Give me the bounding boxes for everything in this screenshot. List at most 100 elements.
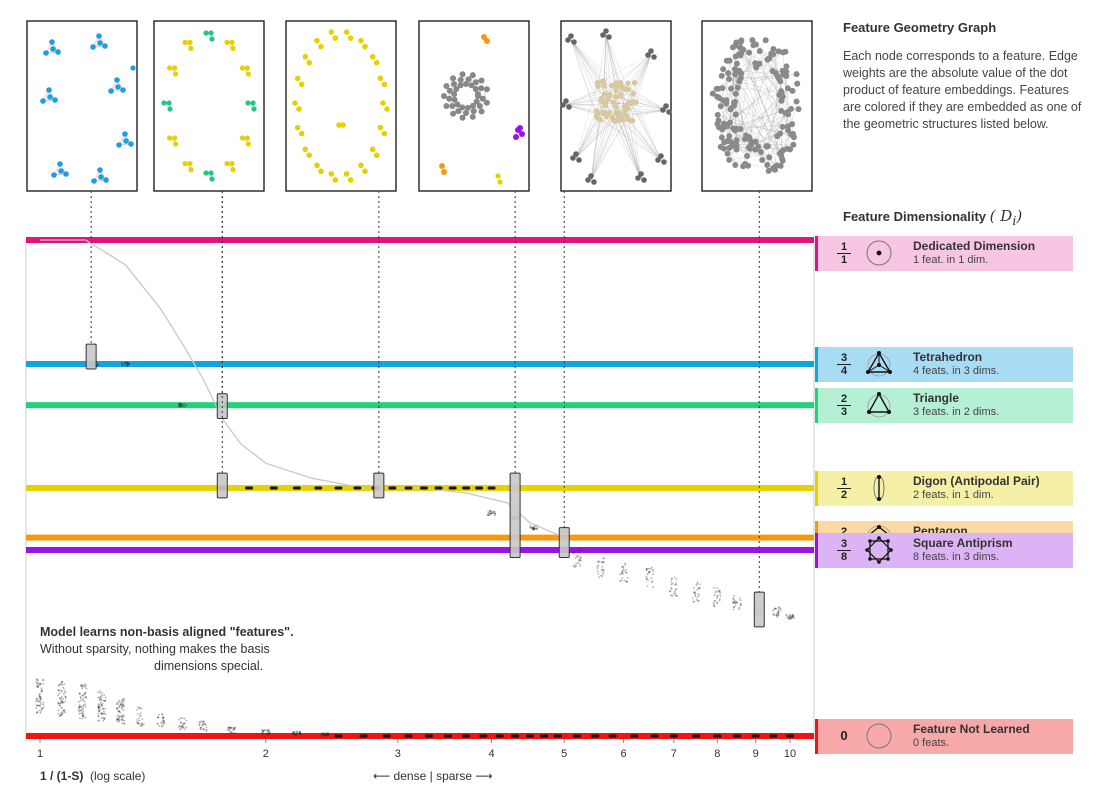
graph-edge xyxy=(600,100,662,161)
scatter-point xyxy=(694,592,696,595)
scatter-point xyxy=(299,731,301,734)
scatter-point xyxy=(785,614,788,617)
graph-edge xyxy=(766,74,784,147)
scatter-cluster-12 xyxy=(320,732,330,737)
dense-sparse-indicator: ⟵ dense | sparse ⟶ xyxy=(373,769,493,783)
scatter-cluster-23 xyxy=(618,562,629,583)
scatter-point xyxy=(648,571,651,573)
scatter-point xyxy=(650,577,653,580)
graph-node xyxy=(463,110,469,116)
scatter-cluster-3 xyxy=(97,690,107,722)
graph-edge xyxy=(575,82,598,159)
graph-node xyxy=(96,33,102,39)
graph-node xyxy=(726,156,733,163)
scatter-point xyxy=(789,617,791,620)
scatter-point xyxy=(122,709,125,712)
scatter-point xyxy=(575,562,578,565)
scatter-point xyxy=(713,587,715,589)
graph-edge xyxy=(729,88,788,148)
graph-node xyxy=(455,108,462,115)
scatter-point xyxy=(777,614,780,616)
scatter-point xyxy=(532,526,535,529)
scatter-point xyxy=(138,707,141,710)
scatter-point xyxy=(57,684,60,687)
graph-edge xyxy=(611,85,642,179)
legend-name: Digon (Antipodal Pair) xyxy=(913,474,1040,488)
graph-node xyxy=(90,44,96,50)
geometry-graph-6 xyxy=(701,20,813,192)
scatter-point xyxy=(139,714,141,717)
scatter-point xyxy=(600,561,603,564)
scatter-point xyxy=(179,404,182,406)
scatter-point xyxy=(233,727,236,729)
scatter-point xyxy=(124,362,127,364)
scatter-point xyxy=(532,527,535,530)
scatter-point xyxy=(40,703,43,705)
scatter-point xyxy=(488,513,491,515)
scatter-cluster-22 xyxy=(596,557,606,579)
scatter-point xyxy=(82,715,85,718)
empty-circle-icon xyxy=(865,722,893,755)
graph-edge xyxy=(755,51,779,150)
floor-mark-10 xyxy=(525,734,534,738)
scatter-point xyxy=(127,364,130,366)
graph-node xyxy=(606,110,612,116)
scatter-cluster-11 xyxy=(292,730,302,736)
scatter-point xyxy=(739,599,742,602)
scatter-point xyxy=(621,569,624,572)
graph-node xyxy=(713,85,720,92)
graph-edge xyxy=(590,94,610,181)
graph-node xyxy=(167,135,173,141)
selection-box-3 xyxy=(373,472,385,499)
graph-node xyxy=(464,104,471,111)
scatter-point xyxy=(100,712,103,715)
scatter-point xyxy=(42,703,45,706)
graph-edge xyxy=(570,39,598,118)
scatter-point xyxy=(261,731,263,734)
legend-fraction-numerator: 3 xyxy=(837,352,851,365)
scatter-point xyxy=(40,707,43,710)
scatter-point xyxy=(84,683,87,685)
scatter-point xyxy=(717,590,719,593)
x-tick-label-6: 6 xyxy=(621,748,627,760)
scatter-point xyxy=(774,608,777,610)
scatter-point xyxy=(97,706,99,709)
graph-node xyxy=(732,140,739,147)
graph-node xyxy=(314,162,320,169)
scatter-point xyxy=(138,717,140,719)
scatter-cluster-28 xyxy=(732,594,742,611)
graph-node xyxy=(381,81,388,88)
graph-node xyxy=(576,157,582,163)
scatter-point xyxy=(82,714,85,717)
scatter-point xyxy=(162,717,165,720)
scatter-point xyxy=(299,730,301,733)
scatter-point xyxy=(121,364,124,366)
scatter-point xyxy=(533,527,536,530)
scatter-point xyxy=(327,732,330,735)
scatter-point xyxy=(38,683,41,686)
dimensionality-symbol-subscript: i xyxy=(1012,213,1017,228)
scatter-point xyxy=(696,581,699,584)
geometry-graph-5 xyxy=(560,20,672,192)
graph-edge xyxy=(570,39,619,113)
scatter-point xyxy=(161,713,164,716)
scatter-point xyxy=(201,724,204,727)
scatter-point xyxy=(691,597,694,600)
scatter-point xyxy=(326,732,329,735)
graph-edge xyxy=(603,34,607,86)
digon-mark-11 xyxy=(434,486,443,490)
graph-edge xyxy=(565,83,617,106)
floor-mark-9 xyxy=(511,734,520,738)
scatter-point xyxy=(156,716,159,718)
scatter-point xyxy=(620,572,623,575)
scatter-point xyxy=(182,727,185,729)
graph-node xyxy=(474,91,481,98)
graph-edge xyxy=(565,103,631,106)
scatter-point xyxy=(78,712,81,715)
graph-node xyxy=(614,109,620,116)
scatter-point xyxy=(121,718,123,721)
scatter-point xyxy=(646,567,648,570)
scatter-point xyxy=(179,403,182,406)
scatter-point xyxy=(321,734,323,736)
graph-edge xyxy=(565,104,607,117)
